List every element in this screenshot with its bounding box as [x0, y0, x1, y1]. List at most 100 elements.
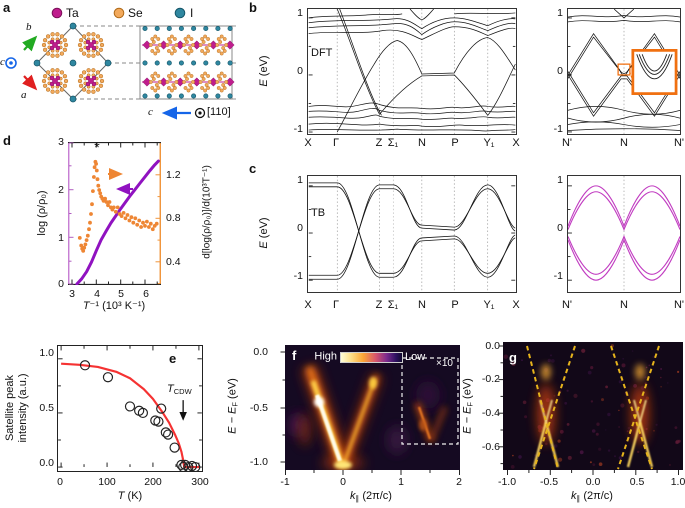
tb-band-curves-magenta [568, 185, 680, 281]
atoms-decoration [41, 25, 235, 99]
d-ytick-3: 3 [58, 135, 64, 148]
c-kpath-Z: Z [375, 299, 383, 311]
cr-ytick-0: 0 [557, 221, 563, 234]
panel-c-right-bands [567, 175, 681, 293]
b-ylabel: E (eV) [258, 55, 270, 87]
f-xlabel: k∥ (2π/c) [350, 490, 392, 503]
iodine-sites [33, 22, 112, 103]
f-ytick-10: -1.0 [249, 455, 268, 468]
f-ytick-05: -0.5 [249, 401, 268, 414]
zoom-inset-box [631, 49, 678, 95]
g-bottom-ticks [507, 470, 679, 475]
b-axis-arrow-icon [21, 35, 38, 52]
d-ytick-0: 0 [58, 277, 64, 290]
e-tcdw-annotation: TCDW [167, 383, 192, 396]
e-data-points [61, 360, 201, 471]
panel-d-axes [68, 142, 161, 285]
d-rtick-08: 0.8 [166, 211, 181, 224]
br-ytick-0: 0 [557, 64, 563, 77]
f-ylabel: E − EF (eV) [226, 378, 240, 434]
cr-kpath-N2: N' [673, 299, 685, 311]
f-xtick-0: 0 [340, 476, 346, 488]
panel-b-dft-bands [307, 8, 517, 135]
c-axis-dot [9, 61, 13, 65]
c-ytick-m1: -1 [293, 269, 303, 282]
i-atom-icon [174, 7, 186, 19]
panel-a-label: a [3, 0, 11, 15]
panel-d-label: d [3, 133, 11, 148]
f-xtick-2: 2 [456, 476, 462, 488]
out-of-plane-dot [198, 111, 202, 115]
legend-se: Se [128, 6, 143, 20]
e-xtick-300: 300 [191, 476, 209, 488]
cr-kpath-N: N [620, 299, 628, 311]
f-intensity-features [290, 364, 448, 470]
crystal-structure-drawing [5, 7, 238, 120]
br-kpath-N2: N' [673, 137, 685, 149]
tb-band-curves [308, 182, 516, 280]
panel-b-right-bands [567, 8, 681, 135]
br-ytick-1: 1 [557, 6, 563, 19]
ticks [58, 346, 202, 468]
g-xtick-m10: -1.0 [497, 476, 517, 488]
f-colorbar-low: Low [405, 351, 426, 363]
g-xtick-05: 0.5 [629, 476, 645, 488]
b-axis-label: b [26, 21, 32, 33]
view-c-label: c [148, 106, 153, 118]
g-left-ticks [498, 345, 503, 465]
e-xtick-200: 200 [144, 476, 162, 488]
g-xtick-m05: -0.5 [539, 476, 559, 488]
d-ylabel-left: log (ρ/ρ₀) [36, 190, 48, 236]
panel-d-data [75, 159, 160, 285]
c-ylabel: E (eV) [258, 217, 270, 249]
g-model-dispersion-dashed [526, 345, 660, 470]
e-xtick-100: 100 [98, 476, 116, 488]
dft-band-curves [308, 9, 516, 133]
c-ytick-1: 1 [297, 173, 303, 186]
c-kpath-N: N [418, 299, 426, 311]
b-kpath-X2: X [512, 137, 520, 149]
cr-ytick-m1: -1 [553, 269, 563, 282]
f-colorbar [340, 352, 403, 363]
y-ticks [308, 185, 516, 281]
c-method-label: TB [311, 207, 326, 219]
d-peak-star: * [94, 139, 100, 155]
panel-g-label: g [509, 350, 517, 365]
f-background [285, 345, 460, 470]
g-xtick-10: 1.0 [670, 476, 685, 488]
zoom-inset-bands [636, 54, 673, 80]
f-inset-multiplier: ×10 [436, 358, 453, 369]
b-kpath-S1: Σ₁ [387, 137, 399, 149]
e-xtick-0: 0 [57, 476, 63, 488]
br-kpath-N: N [620, 137, 628, 149]
e-xlabel: T (K) [117, 490, 143, 502]
f-inset-box [401, 357, 459, 445]
g-intensity-features [532, 364, 654, 468]
c-kpath-X2: X [512, 299, 520, 311]
c-kpath-S1: Σ₁ [387, 299, 399, 311]
b-kpath-Z: Z [375, 137, 383, 149]
e-ylabel: Satellite peak intensity (a.u.) [4, 373, 29, 443]
f-left-ticks [280, 351, 285, 463]
b-method-label: DFT [311, 47, 333, 59]
br-ytick-m1: -1 [553, 122, 563, 135]
a-axis-arrow-icon [21, 74, 38, 91]
g-ytick-00: 0.0 [485, 340, 500, 352]
f-colorbar-high: High [314, 350, 337, 363]
f-xtick-1: 1 [398, 476, 404, 488]
cr-kpath-N1: N' [561, 299, 573, 311]
symmetry-gridlines [336, 176, 489, 292]
dashed-connectors [73, 25, 238, 100]
legend-i: I [190, 6, 194, 20]
g-ytick-04: -0.4 [481, 407, 500, 419]
zoom-region-box [617, 63, 631, 76]
ta-atom-icon [51, 7, 63, 19]
panel-e-axes [57, 345, 203, 472]
e-ytick-10: 1.0 [39, 346, 54, 359]
d-xtick-5: 5 [118, 288, 124, 300]
g-xtick-00: 0.0 [585, 476, 601, 488]
b-kpath-X1: X [304, 137, 312, 149]
b-kpath-P: P [451, 137, 459, 149]
f-ytick-00: 0.0 [253, 345, 268, 358]
